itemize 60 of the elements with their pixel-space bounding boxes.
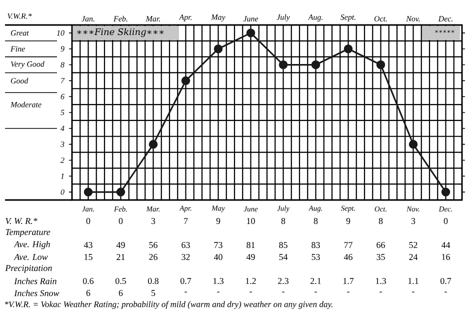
data-label: 0 xyxy=(118,218,123,224)
data-label: 49 xyxy=(116,242,125,248)
data-label: 54 xyxy=(279,254,288,260)
data-label: 85 xyxy=(279,242,288,248)
data-label: 0.8 xyxy=(148,278,159,284)
data-label: 44 xyxy=(441,242,450,248)
text: Inches Rain xyxy=(14,278,56,284)
data-label: 2.3 xyxy=(278,278,289,284)
data-label: 7 xyxy=(184,218,188,224)
data-label: 24 xyxy=(409,254,418,260)
data-label: 6 xyxy=(86,290,90,296)
data-label: 5 xyxy=(152,290,156,296)
data-label: 6 xyxy=(118,290,123,296)
data-label: 26 xyxy=(149,254,158,260)
data-label: 2.1 xyxy=(310,278,321,284)
data-label: 83 xyxy=(312,242,320,248)
data-label: 0 xyxy=(86,218,90,224)
annotation: ∗∗∗Fine Skiing∗∗∗ xyxy=(77,28,164,37)
data-label: 0.5 xyxy=(115,278,126,284)
data-label: 0.6 xyxy=(82,278,94,284)
data-label: 66 xyxy=(376,242,385,248)
data-label: 9 xyxy=(346,218,350,224)
data-label: 52 xyxy=(409,242,418,248)
data-label: 77 xyxy=(344,242,352,248)
data-label: 0.7 xyxy=(440,278,452,284)
data-label: 0 xyxy=(444,218,448,224)
data-label: 1.1 xyxy=(408,278,418,284)
data-label: 1.3 xyxy=(213,278,224,284)
text: Ave. Low xyxy=(14,254,48,260)
data-label: 1.2 xyxy=(246,278,256,284)
text: Ave. High xyxy=(14,240,50,250)
data-label: 1.7 xyxy=(343,278,354,284)
data-label: 43 xyxy=(84,242,92,248)
data-label: 40 xyxy=(214,254,222,260)
data-label: 32 xyxy=(182,254,190,260)
text: Precipitation xyxy=(5,265,52,273)
data-label: 81 xyxy=(246,242,255,248)
data-label: 3 xyxy=(151,218,156,224)
data-label: 8 xyxy=(281,218,286,224)
data-label: 3 xyxy=(411,218,416,224)
text: *V.W.R. = Vokac Weather Rating; probability of mild (warm and dry) weather on any given day. xyxy=(5,301,332,309)
data-label: 73 xyxy=(214,242,222,248)
text: Temperature xyxy=(6,229,50,237)
data-label: 1.3 xyxy=(376,278,386,284)
data-label: 21 xyxy=(116,254,125,260)
data-label: 9 xyxy=(216,218,220,224)
text: Inches Snow xyxy=(14,290,60,296)
text: V. W. R.* xyxy=(6,218,38,224)
data-label: 49 xyxy=(246,254,255,260)
data-label: 46 xyxy=(344,254,352,260)
data-label: 16 xyxy=(442,254,450,260)
data-label: 53 xyxy=(312,254,320,260)
data-label: 0.7 xyxy=(180,278,192,284)
data-label: 15 xyxy=(84,254,92,260)
data-label: 10 xyxy=(247,218,255,224)
data-label: 63 xyxy=(182,242,190,248)
data-label: 56 xyxy=(149,242,158,248)
data-label: 35 xyxy=(376,254,385,260)
data-label: 8 xyxy=(378,218,383,224)
data-label: 8 xyxy=(314,218,318,224)
